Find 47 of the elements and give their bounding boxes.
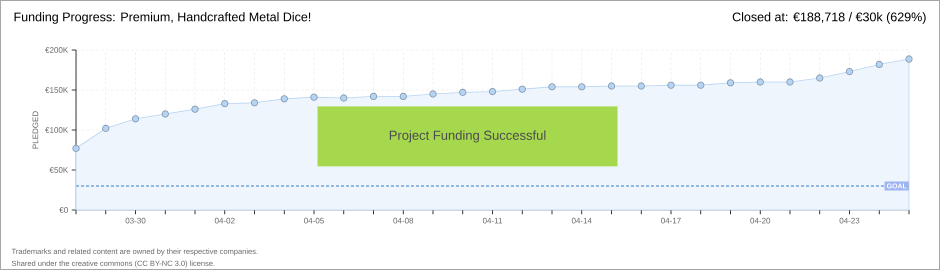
point — [429, 90, 437, 98]
x-tick-label: 04-05 — [304, 218, 324, 224]
x-tick-label: 04-02 — [214, 218, 235, 224]
y-tick-label: €150K — [45, 87, 68, 93]
point — [726, 79, 734, 86]
point — [548, 83, 556, 90]
chart-subtitle: Closed at: €188,718 / €30k (629%) — [732, 12, 926, 24]
point — [608, 82, 616, 90]
x-tick-label: 04-20 — [750, 218, 770, 224]
point — [72, 144, 80, 152]
point — [191, 106, 199, 113]
point — [846, 68, 854, 76]
point — [786, 78, 794, 86]
point — [816, 74, 824, 82]
x-tick-label: 04-08 — [393, 218, 414, 224]
annotation: Project Funding Successful — [390, 130, 546, 143]
y-tick-label: €100K — [45, 127, 68, 133]
point — [370, 92, 378, 100]
chart-title: Funding Progress: Premium, Handcrafted Metal Dice! — [14, 12, 310, 24]
x-tick-label: 04-11 — [482, 218, 502, 224]
point — [459, 88, 466, 96]
point — [102, 124, 110, 132]
point — [280, 95, 288, 102]
y-tick-label: €0 — [59, 207, 68, 213]
point — [697, 82, 704, 89]
point — [518, 86, 526, 93]
x-tick-label: 04-14 — [572, 218, 592, 224]
point — [310, 94, 318, 101]
y-axis-title: PLEDGED — [32, 111, 38, 149]
point — [876, 60, 883, 68]
x-tick-label: 03-30 — [126, 218, 146, 224]
point — [905, 56, 913, 63]
point — [132, 115, 140, 122]
point — [756, 78, 764, 86]
y-tick-label: €50K — [50, 167, 68, 173]
point — [578, 83, 586, 90]
point — [667, 82, 675, 89]
point — [400, 92, 407, 100]
point — [340, 94, 348, 102]
point — [221, 100, 228, 108]
point — [162, 110, 169, 118]
x-tick-label: 04-23 — [840, 218, 860, 224]
point — [638, 82, 645, 90]
point — [250, 99, 258, 106]
x-tick-label: 04-17 — [661, 218, 681, 224]
point — [488, 88, 496, 96]
y-tick-label: €200K — [45, 47, 68, 53]
